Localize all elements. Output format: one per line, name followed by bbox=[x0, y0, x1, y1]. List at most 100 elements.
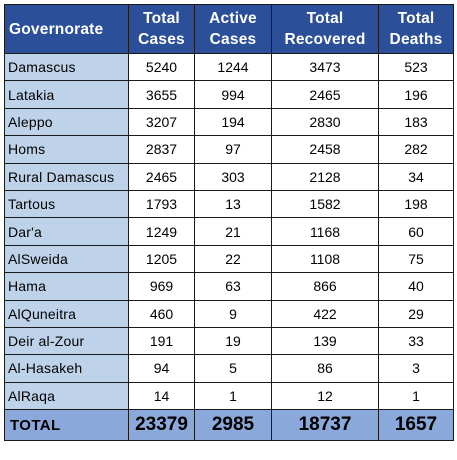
total-deaths-header: Total Deaths bbox=[378, 4, 454, 54]
active-cases-cell: 63 bbox=[194, 272, 272, 301]
total-deaths-cell: 40 bbox=[378, 272, 454, 301]
active-cases-header: Active Cases bbox=[194, 4, 272, 54]
table-footer: TOTAL 23379 2985 18737 1657 bbox=[4, 409, 454, 442]
governorate-name: Hama bbox=[4, 272, 129, 301]
total-recovered-cell: 1168 bbox=[271, 217, 379, 246]
table-header: Governorate Total Cases Active Cases Total Rec… bbox=[4, 4, 454, 54]
table-row: AlQuneitra 460 9 422 29 bbox=[4, 299, 454, 328]
total-recovered-cell: 1108 bbox=[271, 244, 379, 274]
total-cases-cell: 1249 bbox=[128, 217, 195, 246]
total-cases-cell: 1793 bbox=[128, 189, 195, 219]
header-line: Active bbox=[209, 10, 257, 27]
governorate-name: AlQuneitra bbox=[4, 299, 129, 328]
table-row: Damascus 5240 1244 3473 523 bbox=[4, 52, 454, 82]
total-deaths-cell: 29 bbox=[378, 299, 454, 328]
total-cases-cell: 5240 bbox=[128, 52, 195, 82]
table-row: Deir al-Zour 191 19 139 33 bbox=[4, 326, 454, 356]
governorate-name: Al-Hasakeh bbox=[4, 354, 129, 383]
governorate-name: Damascus bbox=[4, 52, 129, 82]
total-deaths-cell: 75 bbox=[378, 244, 454, 274]
active-cases-cell: 5 bbox=[194, 354, 272, 383]
total-label: TOTAL bbox=[4, 409, 129, 442]
total-recovered-cell: 2465 bbox=[271, 80, 379, 109]
table-row: Latakia 3655 994 2465 196 bbox=[4, 80, 454, 109]
table-row: Dar'a 1249 21 1168 60 bbox=[4, 217, 454, 246]
total-recovered-cell: 86 bbox=[271, 354, 379, 383]
total-deaths-cell: 33 bbox=[378, 326, 454, 356]
total-deaths-cell: 196 bbox=[378, 80, 454, 109]
total-cases-cell: 2465 bbox=[128, 162, 195, 191]
total-recovered-header: Total Recovered bbox=[271, 4, 379, 54]
total-cases-cell: 2837 bbox=[128, 135, 195, 164]
governorate-name: Tartous bbox=[4, 189, 129, 219]
governorate-name: Rural Damascus bbox=[4, 162, 129, 191]
header-line: Cases bbox=[138, 31, 185, 48]
total-deaths-cell: 523 bbox=[378, 52, 454, 82]
total-recovered-sum: 18737 bbox=[271, 409, 379, 442]
total-deaths-cell: 198 bbox=[378, 189, 454, 219]
active-cases-cell: 9 bbox=[194, 299, 272, 328]
total-cases-cell: 3207 bbox=[128, 107, 195, 137]
total-deaths-cell: 183 bbox=[378, 107, 454, 137]
table-row: Tartous 1793 13 1582 198 bbox=[4, 189, 454, 219]
table-row: Homs 2837 97 2458 282 bbox=[4, 135, 454, 164]
total-deaths-sum: 1657 bbox=[378, 409, 454, 442]
total-cases-cell: 1205 bbox=[128, 244, 195, 274]
active-cases-cell: 194 bbox=[194, 107, 272, 137]
table-row: Aleppo 3207 194 2830 183 bbox=[4, 107, 454, 137]
total-deaths-cell: 34 bbox=[378, 162, 454, 191]
header-line: Total bbox=[143, 10, 180, 27]
total-cases-cell: 191 bbox=[128, 326, 195, 356]
total-cases-cell: 969 bbox=[128, 272, 195, 301]
governorate-name: Homs bbox=[4, 135, 129, 164]
header-row: Governorate Total Cases Active Cases Total Rec… bbox=[4, 4, 454, 54]
total-cases-header: Total Cases bbox=[128, 4, 195, 54]
table-row: AlRaqa 14 1 12 1 bbox=[4, 381, 454, 411]
total-cases-cell: 3655 bbox=[128, 80, 195, 109]
total-cases-cell: 14 bbox=[128, 381, 195, 411]
governorate-name: Dar'a bbox=[4, 217, 129, 246]
total-cases-cell: 94 bbox=[128, 354, 195, 383]
active-cases-cell: 303 bbox=[194, 162, 272, 191]
table-row: AlSweida 1205 22 1108 75 bbox=[4, 244, 454, 274]
active-cases-cell: 19 bbox=[194, 326, 272, 356]
table-row: Rural Damascus 2465 303 2128 34 bbox=[4, 162, 454, 191]
total-recovered-cell: 139 bbox=[271, 326, 379, 356]
total-deaths-cell: 282 bbox=[378, 135, 454, 164]
active-cases-cell: 97 bbox=[194, 135, 272, 164]
header-line: Deaths bbox=[389, 31, 443, 48]
active-cases-cell: 1 bbox=[194, 381, 272, 411]
total-deaths-cell: 3 bbox=[378, 354, 454, 383]
active-cases-cell: 994 bbox=[194, 80, 272, 109]
total-recovered-cell: 2128 bbox=[271, 162, 379, 191]
header-line: Total bbox=[306, 10, 344, 27]
total-recovered-cell: 2458 bbox=[271, 135, 379, 164]
total-recovered-cell: 866 bbox=[271, 272, 379, 301]
header-line: Governorate bbox=[9, 20, 104, 38]
governorate-header: Governorate bbox=[4, 4, 129, 54]
total-recovered-cell: 3473 bbox=[271, 52, 379, 82]
header-line: Total bbox=[397, 10, 435, 27]
table-body: Damascus 5240 1244 3473 523 Latakia 3655 994 246… bbox=[4, 52, 454, 411]
governorate-name: AlRaqa bbox=[4, 381, 129, 411]
total-recovered-cell: 422 bbox=[271, 299, 379, 328]
total-recovered-cell: 12 bbox=[271, 381, 379, 411]
covid-table-container: Governorate Total Cases Active Cases Total Rec… bbox=[4, 4, 454, 442]
active-cases-cell: 21 bbox=[194, 217, 272, 246]
total-recovered-cell: 1582 bbox=[271, 189, 379, 219]
active-cases-sum: 2985 bbox=[194, 409, 272, 442]
active-cases-cell: 1244 bbox=[194, 52, 272, 82]
total-row: TOTAL 23379 2985 18737 1657 bbox=[4, 409, 454, 442]
total-cases-sum: 23379 bbox=[128, 409, 195, 442]
governorate-name: Deir al-Zour bbox=[4, 326, 129, 356]
header-line: Cases bbox=[209, 31, 257, 48]
total-deaths-cell: 1 bbox=[378, 381, 454, 411]
header-line: Recovered bbox=[284, 31, 366, 48]
active-cases-cell: 13 bbox=[194, 189, 272, 219]
active-cases-cell: 22 bbox=[194, 244, 272, 274]
governorate-name: Latakia bbox=[4, 80, 129, 109]
table-row: Al-Hasakeh 94 5 86 3 bbox=[4, 354, 454, 383]
governorate-stats-table: Governorate Total Cases Active Cases Total Rec… bbox=[4, 4, 454, 442]
governorate-name: Aleppo bbox=[4, 107, 129, 137]
total-recovered-cell: 2830 bbox=[271, 107, 379, 137]
